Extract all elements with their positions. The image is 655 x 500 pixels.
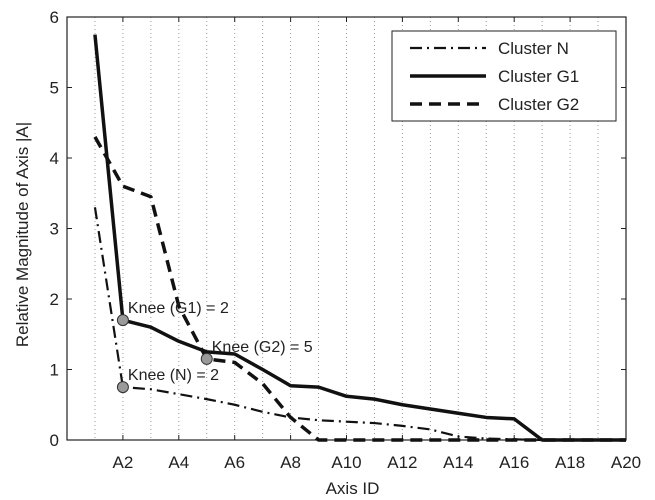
y-tick-label: 4	[50, 149, 59, 168]
x-tick-label: A16	[499, 453, 529, 472]
y-tick-label: 1	[50, 361, 59, 380]
legend-label: Cluster N	[498, 39, 569, 58]
x-tick-label: A4	[168, 453, 189, 472]
knee-label: Knee (G2) = 5	[212, 339, 313, 356]
knee-marker	[116, 381, 129, 394]
y-tick-label: 3	[50, 220, 59, 239]
knee-marker	[200, 352, 213, 365]
y-tick-label: 0	[50, 431, 59, 450]
legend-label: Cluster G2	[498, 95, 579, 114]
legend-label: Cluster G1	[498, 67, 579, 86]
y-tick-label: 5	[50, 79, 59, 98]
knee-label: Knee (N) = 2	[128, 367, 219, 384]
plot-area: 0 1 2 3 4 5 6 A2 A4 A6 A8 A10 A12 A14 A16 A18 A20 Axis ID…	[13, 8, 641, 498]
series-line-cluster-g2	[93, 135, 626, 442]
x-tick-label: A12	[387, 453, 417, 472]
series-line-cluster-g1	[93, 34, 626, 442]
y-tick-label: 2	[50, 290, 59, 309]
knee-label: Knee (G1) = 2	[128, 300, 229, 317]
knee-marker	[116, 314, 129, 327]
series-line-cluster-n	[93, 207, 626, 442]
x-tick-label: A8	[280, 453, 301, 472]
x-axis-label: Axis ID	[326, 479, 380, 498]
x-tick-label: A10	[331, 453, 361, 472]
y-axis-label: Relative Magnitude of Axis |A|	[13, 122, 32, 347]
x-tick-label: A20	[611, 453, 641, 472]
x-tick-label: A2	[113, 453, 134, 472]
x-tick-label: A18	[555, 453, 585, 472]
y-tick-label: 6	[50, 8, 59, 27]
x-tick-label: A6	[224, 453, 245, 472]
x-tick-label: A14	[443, 453, 473, 472]
legend-box	[391, 30, 617, 122]
